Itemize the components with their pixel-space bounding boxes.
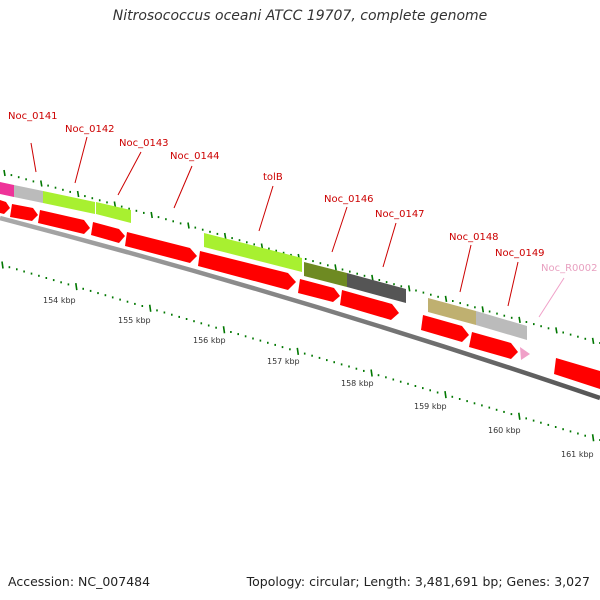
cog-bar-green (96, 202, 131, 223)
cds-arrow (198, 251, 296, 290)
rna-arrow (520, 347, 530, 360)
kbp-label: 161 kbp (561, 450, 594, 459)
major-tick (223, 232, 227, 240)
major-tick (591, 337, 595, 345)
genome-summary-text: Topology: circular; Length: 3,481,691 bp… (246, 574, 590, 589)
major-tick (371, 274, 374, 282)
label-line (30, 142, 37, 173)
cds-arrow (91, 222, 125, 243)
label-line (331, 206, 348, 253)
major-tick (555, 327, 558, 334)
cds-arrow (10, 204, 38, 221)
major-tick (518, 412, 521, 420)
major-tick (334, 264, 337, 271)
gene-label: Noc_R0002 (541, 263, 598, 274)
cog-bar-olive (304, 262, 347, 287)
gene-label: Noc_0143 (119, 138, 169, 149)
major-tick (222, 326, 226, 334)
kbp-label: 155 kbp (118, 316, 151, 325)
label-line (74, 136, 88, 184)
major-tick (407, 285, 411, 292)
major-tick (3, 169, 6, 177)
major-tick (370, 369, 373, 377)
major-tick (591, 434, 595, 442)
major-tick (187, 222, 190, 229)
label-line (173, 165, 193, 209)
cog-bar-khaki (428, 298, 476, 325)
major-tick (481, 306, 485, 313)
cog-bar-grey (14, 185, 43, 203)
cds-track (0, 200, 600, 389)
major-tick (76, 190, 80, 198)
cds-arrow (340, 290, 399, 320)
major-tick (518, 316, 521, 324)
major-tick (1, 261, 4, 269)
inner-tick-row (1, 261, 600, 442)
gene-label: Noc_0144 (170, 151, 220, 162)
outer-tick-row (3, 169, 600, 345)
genome-backbone (0, 215, 600, 401)
cds-arrow (38, 210, 90, 234)
cog-track (0, 182, 527, 340)
cog-bar-green (43, 191, 95, 214)
cog-bar-grey (476, 311, 527, 340)
gene-label: Noc_0149 (495, 248, 545, 259)
gene-label-lines (30, 136, 565, 318)
label-line (382, 222, 397, 268)
cds-arrow (125, 232, 197, 263)
kbp-label: 160 kbp (488, 426, 521, 435)
kbp-label: 154 kbp (43, 296, 76, 305)
gene-label: Noc_0146 (324, 194, 374, 205)
kbp-label: 157 kbp (267, 357, 300, 366)
kbp-labels: 154 kbp 155 kbp 156 kbp 157 kbp 158 kbp … (43, 296, 594, 459)
label-line-rna (538, 277, 565, 318)
kbp-label: 159 kbp (414, 402, 447, 411)
gene-label: Noc_0148 (449, 232, 499, 243)
major-tick (148, 304, 152, 312)
kbp-label: 156 kbp (193, 336, 226, 345)
major-tick (75, 282, 78, 291)
cog-bar-dark (347, 273, 406, 303)
major-tick (444, 390, 447, 399)
gene-label: Noc_0142 (65, 124, 115, 135)
map-title: Nitrosococcus oceani ATCC 19707, complet… (112, 8, 488, 24)
major-tick (444, 295, 448, 303)
major-tick (40, 180, 43, 187)
cog-bar-pink (0, 182, 14, 197)
cog-bar-green (204, 233, 302, 272)
label-line (258, 185, 274, 232)
cds-arrow (554, 358, 600, 389)
gene-label: Noc_0147 (375, 209, 425, 220)
label-line (507, 261, 519, 307)
gene-labels: Noc_0141 Noc_0142 Noc_0143 Noc_0144 tolB… (8, 111, 598, 274)
cds-arrow (421, 315, 469, 342)
accession-text: Accession: NC_007484 (8, 574, 151, 589)
kbp-label: 158 kbp (341, 379, 374, 388)
gene-label: Noc_0141 (8, 111, 58, 122)
gene-label: tolB (263, 172, 283, 183)
cds-arrow (469, 332, 518, 359)
label-line (459, 244, 472, 293)
label-line (117, 151, 142, 196)
cds-arrow (0, 200, 10, 214)
major-tick (150, 211, 153, 219)
cds-arrow (298, 279, 340, 302)
major-tick (296, 347, 300, 356)
